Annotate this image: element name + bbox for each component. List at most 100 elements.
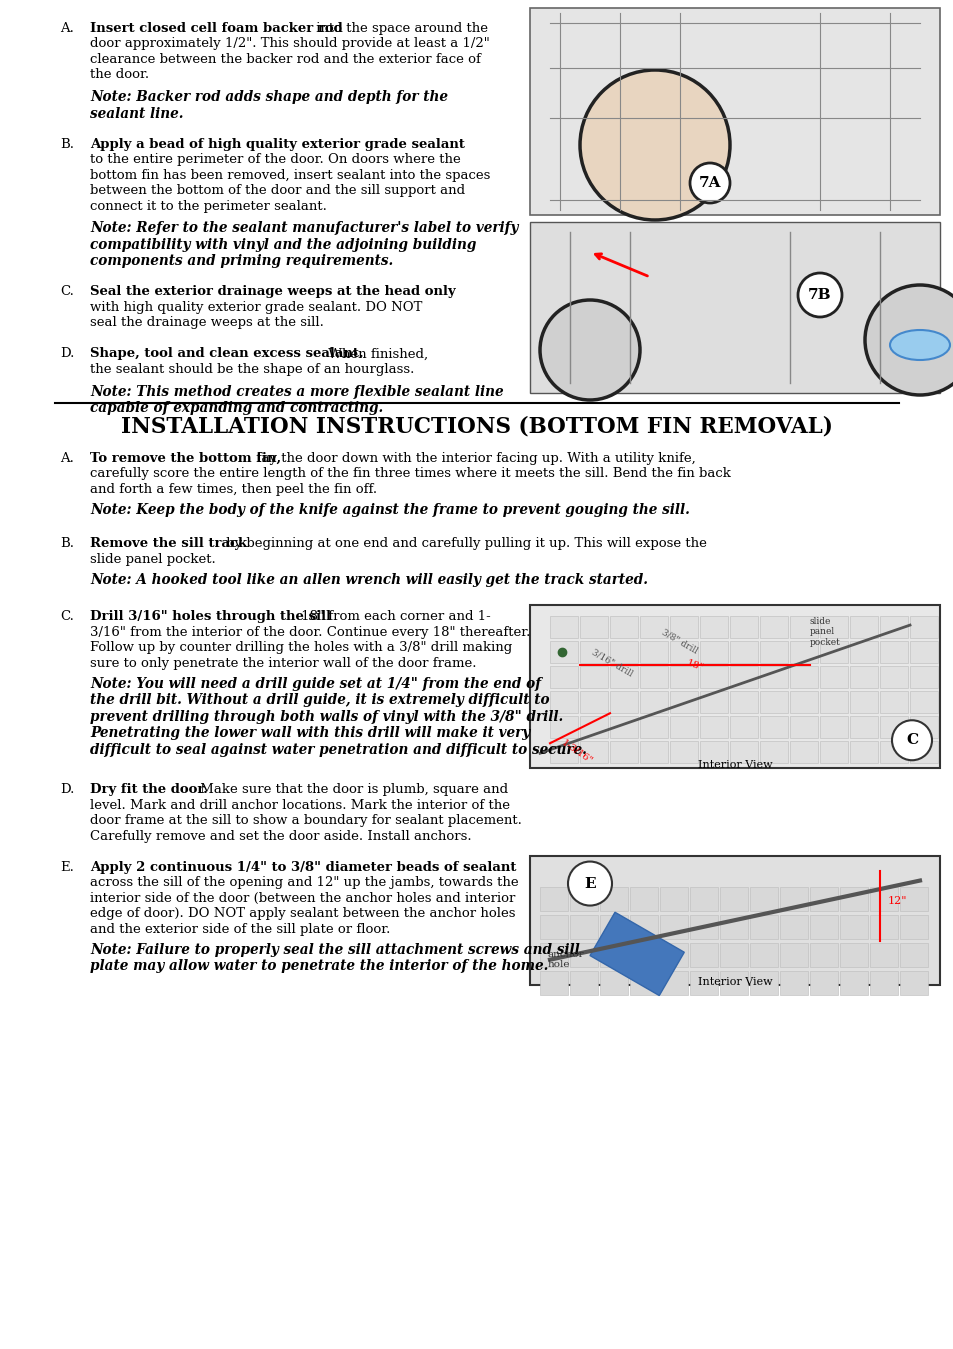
- Text: C.: C.: [60, 286, 73, 298]
- Bar: [909, 741, 937, 764]
- Bar: [760, 691, 787, 714]
- Bar: [849, 716, 877, 738]
- Bar: [530, 606, 939, 768]
- Bar: [820, 691, 847, 714]
- Text: door frame at the sill to show a boundary for sealant placement.: door frame at the sill to show a boundar…: [90, 813, 521, 827]
- Bar: [639, 716, 667, 738]
- Bar: [629, 971, 658, 996]
- Bar: [550, 641, 578, 662]
- Text: Shape, tool and clean excess sealant.: Shape, tool and clean excess sealant.: [90, 348, 363, 360]
- Bar: [720, 915, 747, 939]
- Bar: [849, 666, 877, 688]
- Text: slide
panel
pocket: slide panel pocket: [809, 616, 840, 648]
- Text: Note: You will need a drill guide set at 1/4" from the end of: Note: You will need a drill guide set at…: [90, 677, 540, 691]
- Bar: [789, 641, 817, 662]
- Bar: [760, 666, 787, 688]
- Bar: [909, 716, 937, 738]
- Bar: [579, 616, 607, 638]
- Circle shape: [579, 70, 729, 220]
- Text: Penetrating the lower wall with this drill will make it very: Penetrating the lower wall with this dri…: [90, 726, 530, 741]
- Bar: [669, 666, 698, 688]
- Bar: [749, 915, 778, 939]
- Bar: [550, 716, 578, 738]
- Text: plate may allow water to penetrate the interior of the home.: plate may allow water to penetrate the i…: [90, 959, 548, 973]
- Bar: [789, 666, 817, 688]
- Bar: [609, 741, 638, 764]
- Bar: [539, 888, 567, 911]
- Bar: [720, 943, 747, 967]
- Bar: [879, 716, 907, 738]
- Bar: [599, 943, 627, 967]
- Bar: [669, 616, 698, 638]
- Bar: [700, 716, 727, 738]
- Bar: [899, 943, 927, 967]
- Text: To remove the bottom fin,: To remove the bottom fin,: [90, 452, 281, 465]
- Text: Make sure that the door is plumb, square and: Make sure that the door is plumb, square…: [195, 782, 508, 796]
- Circle shape: [689, 163, 729, 202]
- Text: Note: Refer to the sealant manufacturer's label to verify: Note: Refer to the sealant manufacturer'…: [90, 221, 517, 235]
- Text: 1-3/16": 1-3/16": [559, 738, 594, 766]
- Bar: [550, 616, 578, 638]
- Text: 3/8" drill: 3/8" drill: [659, 627, 699, 654]
- Text: the sealant should be the shape of an hourglass.: the sealant should be the shape of an ho…: [90, 363, 414, 376]
- Bar: [840, 915, 867, 939]
- Bar: [749, 888, 778, 911]
- Bar: [879, 666, 907, 688]
- Bar: [609, 641, 638, 662]
- Bar: [550, 691, 578, 714]
- Text: 18": 18": [684, 658, 704, 673]
- Bar: [869, 888, 897, 911]
- Bar: [899, 888, 927, 911]
- Text: lay the door down with the interior facing up. With a utility knife,: lay the door down with the interior faci…: [253, 452, 695, 465]
- Bar: [569, 971, 598, 996]
- Text: level. Mark and drill anchor locations. Mark the interior of the: level. Mark and drill anchor locations. …: [90, 799, 510, 812]
- Bar: [589, 912, 683, 996]
- Bar: [530, 855, 939, 985]
- Bar: [609, 616, 638, 638]
- Text: sealant line.: sealant line.: [90, 107, 183, 120]
- Text: Note: Backer rod adds shape and depth for the: Note: Backer rod adds shape and depth fo…: [90, 90, 448, 104]
- Text: Remove the sill track: Remove the sill track: [90, 537, 247, 550]
- Bar: [579, 741, 607, 764]
- Bar: [869, 915, 897, 939]
- Bar: [609, 691, 638, 714]
- Bar: [639, 616, 667, 638]
- Bar: [849, 616, 877, 638]
- Text: edge of door). DO NOT apply sealant between the anchor holes: edge of door). DO NOT apply sealant betw…: [90, 907, 515, 920]
- Text: into the space around the: into the space around the: [312, 22, 488, 35]
- Bar: [809, 915, 837, 939]
- Bar: [599, 915, 627, 939]
- Bar: [789, 616, 817, 638]
- Bar: [780, 915, 807, 939]
- Text: capable of expanding and contracting.: capable of expanding and contracting.: [90, 401, 383, 415]
- Text: with high quality exterior grade sealant. DO NOT: with high quality exterior grade sealant…: [90, 301, 422, 314]
- Text: B.: B.: [60, 537, 74, 550]
- Bar: [700, 666, 727, 688]
- Bar: [689, 971, 718, 996]
- Bar: [899, 971, 927, 996]
- Text: carefully score the entire length of the fin three times where it meets the sill: carefully score the entire length of the…: [90, 468, 730, 480]
- Bar: [729, 716, 758, 738]
- Text: When finished,: When finished,: [324, 348, 428, 360]
- Text: Apply a bead of high quality exterior grade sealant: Apply a bead of high quality exterior gr…: [90, 138, 464, 151]
- Bar: [629, 888, 658, 911]
- Bar: [669, 716, 698, 738]
- Bar: [780, 943, 807, 967]
- Bar: [879, 741, 907, 764]
- Text: Note: Keep the body of the knife against the frame to prevent gouging the sill.: Note: Keep the body of the knife against…: [90, 503, 689, 517]
- Bar: [689, 915, 718, 939]
- Circle shape: [567, 862, 612, 905]
- Text: between the bottom of the door and the sill support and: between the bottom of the door and the s…: [90, 185, 465, 197]
- Bar: [849, 741, 877, 764]
- Text: Insert closed cell foam backer rod: Insert closed cell foam backer rod: [90, 22, 342, 35]
- Text: to the entire perimeter of the door. On doors where the: to the entire perimeter of the door. On …: [90, 154, 460, 166]
- Text: Dry fit the door.: Dry fit the door.: [90, 782, 208, 796]
- Bar: [869, 971, 897, 996]
- Bar: [569, 915, 598, 939]
- Bar: [869, 943, 897, 967]
- Text: Interior View: Interior View: [697, 977, 772, 986]
- Bar: [899, 915, 927, 939]
- Bar: [849, 691, 877, 714]
- Text: 18" from each corner and 1-: 18" from each corner and 1-: [296, 610, 490, 623]
- Text: the door.: the door.: [90, 69, 149, 81]
